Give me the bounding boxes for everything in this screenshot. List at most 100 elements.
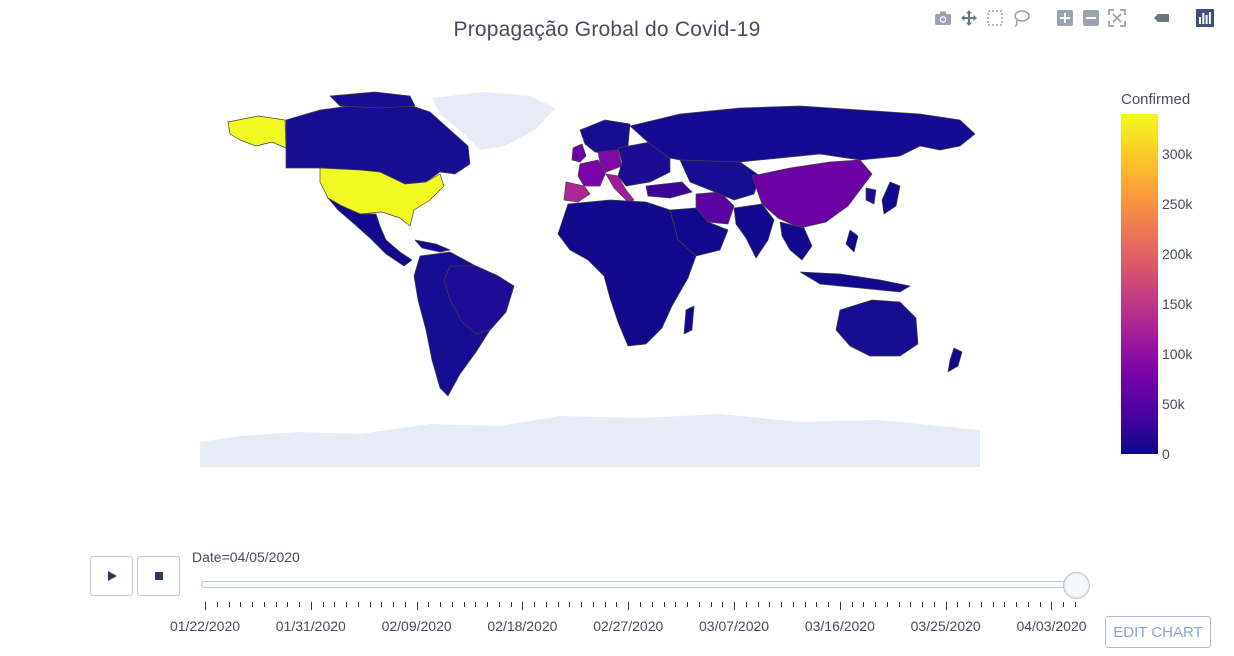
central-asia — [679, 159, 761, 201]
pan-icon[interactable] — [958, 7, 980, 29]
russia — [629, 105, 976, 165]
world-choropleth-map[interactable] — [200, 90, 980, 467]
lasso-select-icon[interactable] — [1010, 7, 1032, 29]
slider-tick — [875, 602, 877, 607]
slider-tick — [757, 602, 759, 607]
mexico — [327, 197, 413, 267]
slider-tick — [322, 602, 324, 607]
alaska — [227, 115, 287, 149]
slider-tick — [440, 602, 442, 607]
stop-button[interactable] — [137, 556, 180, 596]
plotly-logo-icon[interactable] — [1194, 7, 1216, 29]
arctic-islands — [329, 91, 416, 109]
slider-tick — [581, 602, 583, 607]
slider-tick — [205, 602, 206, 610]
korea — [865, 187, 877, 205]
stop-icon — [154, 572, 163, 580]
turkey — [645, 181, 693, 199]
slider-tick — [839, 602, 841, 610]
slider-tick-label: 01/22/2020 — [169, 618, 241, 634]
chart-title: Propagação Grobal do Covid-19 — [453, 18, 761, 41]
slider-tick — [992, 602, 994, 607]
uk — [571, 143, 587, 163]
slider-tick — [299, 602, 301, 607]
hover-icon[interactable] — [1150, 7, 1172, 29]
africa — [557, 199, 697, 347]
slider-tick — [1027, 602, 1029, 607]
modebar — [932, 7, 1216, 29]
slider-tick — [628, 602, 630, 610]
reset-axes-icon[interactable] — [1106, 7, 1128, 29]
slider-tick-label: 03/25/2020 — [910, 618, 981, 634]
slider-tick — [545, 602, 547, 607]
play-icon — [107, 571, 117, 581]
slider-tick-label: 02/27/2020 — [593, 618, 664, 634]
slider-tick — [216, 602, 218, 607]
slider-tick — [263, 602, 265, 607]
box-select-icon[interactable] — [984, 7, 1006, 29]
slider-tick — [804, 602, 806, 607]
colorbar-tick-label: 200k — [1162, 246, 1193, 262]
slider-tick — [828, 602, 830, 607]
slider-rail[interactable] — [201, 581, 1079, 588]
slider-tick — [945, 602, 947, 610]
slider-tick — [651, 602, 653, 607]
slider-tick — [933, 602, 935, 607]
slider-tick — [557, 602, 559, 607]
slider-tick — [781, 602, 783, 607]
slider-tick-label: 02/18/2020 — [487, 618, 558, 634]
slider-current-value: Date=04/05/2020 — [192, 549, 300, 565]
slider-tick — [710, 602, 712, 607]
slider-tick-label: 03/16/2020 — [804, 618, 875, 634]
play-button[interactable] — [90, 556, 133, 596]
slider-tick — [252, 602, 254, 607]
japan — [881, 181, 901, 215]
caribbean — [414, 239, 451, 253]
colorbar-tick-label: 150k — [1162, 296, 1193, 312]
madagascar — [683, 305, 695, 335]
slider-tick — [663, 602, 665, 607]
slider-tick — [275, 602, 277, 607]
slider-tick — [510, 602, 512, 607]
slider-tick — [957, 602, 959, 607]
france — [577, 159, 607, 187]
slider-tick — [980, 602, 982, 607]
slider-tick — [487, 602, 489, 607]
zoom-in-icon[interactable] — [1054, 7, 1076, 29]
slider-tick — [569, 602, 571, 607]
slider-tick — [228, 602, 230, 607]
philippines — [845, 229, 859, 253]
slider-tick — [1051, 602, 1053, 610]
slider-tick — [722, 602, 724, 607]
slider-tick — [287, 602, 289, 607]
slider-tick — [863, 602, 865, 607]
slider-tick — [687, 602, 689, 607]
slider-tick — [745, 602, 747, 607]
slider-tick — [428, 602, 430, 607]
slider-tick-label: 03/07/2020 — [699, 618, 770, 634]
slider-tick — [1016, 602, 1018, 607]
australia — [835, 299, 919, 357]
slider-tick-label: 04/03/2020 — [1016, 618, 1087, 634]
brazil — [443, 265, 515, 335]
slider-tick-label: 01/31/2020 — [275, 618, 346, 634]
slider-tick — [592, 602, 594, 607]
slider-tick — [522, 602, 524, 610]
slider-tick — [792, 602, 794, 607]
slider-handle[interactable] — [1063, 572, 1090, 599]
spain — [563, 181, 591, 203]
se-asia — [779, 221, 813, 261]
slider-tick — [1063, 602, 1065, 607]
slider-tick — [534, 602, 536, 607]
indonesia — [799, 271, 911, 293]
slider-tick — [498, 602, 500, 607]
new-zealand — [947, 347, 963, 373]
slider-tick — [404, 602, 406, 607]
zoom-out-icon[interactable] — [1080, 7, 1102, 29]
edit-chart-button[interactable]: EDIT CHART — [1105, 616, 1211, 648]
camera-icon[interactable] — [932, 7, 954, 29]
slider-tick — [769, 602, 771, 607]
slider-tick — [240, 602, 242, 607]
slider-tick — [898, 602, 900, 607]
animation-slider: Date=04/05/2020 01/22/2020 01/31/2020 02/0… — [0, 540, 1234, 656]
